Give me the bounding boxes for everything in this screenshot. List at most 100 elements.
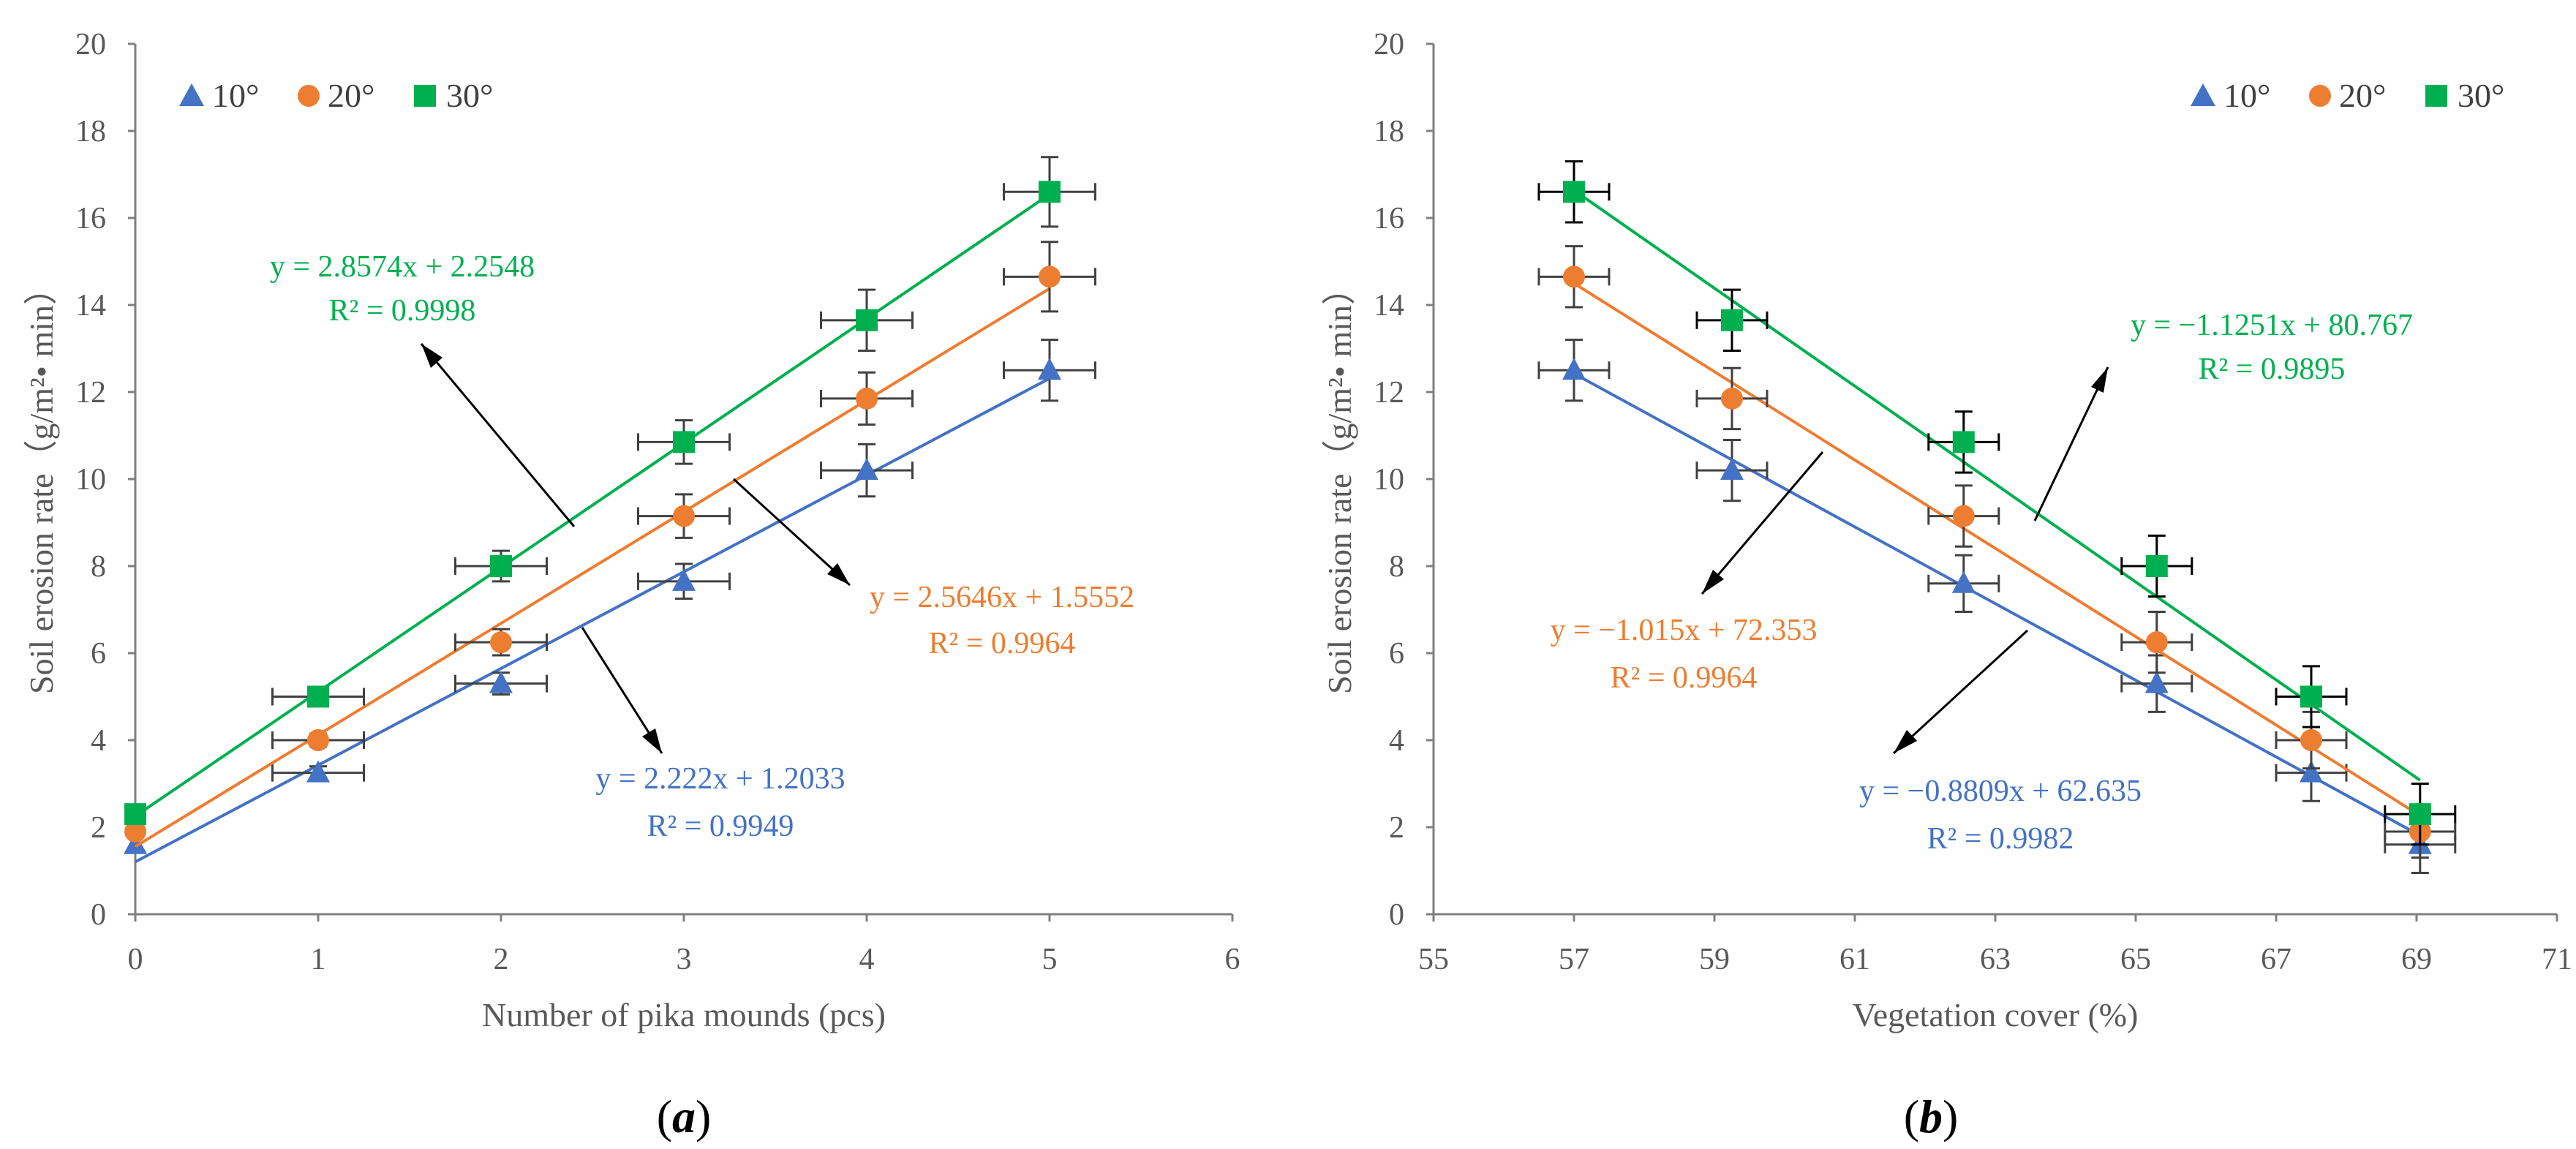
panel-a-point-s30 xyxy=(673,431,695,453)
panel-a-r2-10: R² = 0.9949 xyxy=(647,810,794,843)
panel-b-arrowhead-20-icon xyxy=(1702,570,1724,594)
panel-a-point-s10 xyxy=(124,832,147,854)
panel-b-arrow-20 xyxy=(1701,451,1824,595)
panel-b-legend-label-10: 10° xyxy=(2223,77,2270,114)
panel-b-r2-30: R² = 0.9895 xyxy=(2199,353,2346,386)
panel-a-ytick: 8 xyxy=(91,550,106,584)
panel-a-legend-label-30: 30° xyxy=(446,77,493,114)
panel-a-x-axis-title: Number of pika mounds (pcs) xyxy=(482,996,886,1033)
panel-a-point-s10 xyxy=(489,671,513,693)
panel-a-point-s20 xyxy=(307,729,329,751)
panel-b-xtick: 61 xyxy=(1839,943,1870,976)
panel-b-legend-label-20: 20° xyxy=(2339,77,2386,114)
panel-b-label-letter: b xyxy=(1919,1090,1943,1142)
panel-b-point-s20 xyxy=(1563,265,1585,288)
panel-b-r2-20: R² = 0.9964 xyxy=(1611,661,1758,695)
panel-b-xtick: 71 xyxy=(2542,943,2572,976)
panel-b-eq-30: y = −1.1251x + 80.767 xyxy=(2131,309,2413,342)
panel-a-legend-label-20: 20° xyxy=(328,77,374,114)
panel-a-xtick: 3 xyxy=(677,943,692,976)
panel-a-ytick: 18 xyxy=(75,115,106,148)
panel-a-point-s10 xyxy=(1038,358,1061,380)
panel-a-point-s30 xyxy=(1039,181,1061,203)
panel-a-ytick: 12 xyxy=(75,376,106,410)
panel-a-plot-area xyxy=(124,42,1234,922)
panel-b-ytick: 16 xyxy=(1374,202,1404,236)
panel-a-xtick: 0 xyxy=(128,943,143,976)
panel-a-fit-line-s10 xyxy=(135,377,1050,864)
panel-a-xtick: 6 xyxy=(1225,943,1240,976)
panel-b-point-s10 xyxy=(1720,458,1744,481)
panel-a-point-s20 xyxy=(673,505,695,527)
panel-a-point-s10 xyxy=(672,568,696,591)
panel-a-point-s20 xyxy=(490,631,512,654)
panel-b-ytick: 8 xyxy=(1389,550,1404,584)
panel-a-point-s30 xyxy=(856,309,878,331)
panel-b-x-ticks: 55 57 59 61 63 65 67 69 71 xyxy=(1418,943,2572,976)
panel-b-point-s30 xyxy=(2145,555,2168,577)
panel-b-ytick: 10 xyxy=(1374,463,1404,497)
panel-b-arrowhead-10-icon xyxy=(1894,730,1917,753)
panel-a-xtick: 2 xyxy=(494,943,509,976)
panel-b-x-axis-title: Vegetation cover (%) xyxy=(1853,996,2139,1033)
panel-a-arrow-10 xyxy=(581,627,663,754)
panel-a-eq-20: y = 2.5646x + 1.5552 xyxy=(870,581,1134,614)
panel-b-fit-line-s30 xyxy=(1573,189,2421,782)
panel-a-arrowhead-10-icon xyxy=(642,728,662,753)
panel-b-annotations: y = −1.1251x + 80.767 R² = 0.9895 y = −1… xyxy=(1550,309,2413,856)
panel-b-point-s20 xyxy=(2300,729,2322,751)
panel-b-point-s20 xyxy=(1952,505,1975,527)
panel-b-point-s10 xyxy=(2144,671,2169,693)
panel-b-ytick: 2 xyxy=(1389,811,1404,845)
panel-b-xtick: 59 xyxy=(1699,943,1730,976)
panel-b-ytick: 6 xyxy=(1389,637,1404,671)
panel-a-legend: 10° 20° 30° xyxy=(179,77,493,114)
panel-a-label: (a) xyxy=(657,1090,712,1142)
panel-b-label: (b) xyxy=(1904,1090,1959,1142)
panel-b-point-s20 xyxy=(1721,387,1743,410)
panel-a-xtick: 5 xyxy=(1042,943,1058,976)
panel-b-ytick: 20 xyxy=(1374,28,1404,61)
panel-a-ytick: 4 xyxy=(91,724,106,758)
panel-b-ytick: 4 xyxy=(1389,724,1404,758)
panel-a-fit-line-s30 xyxy=(134,193,1051,818)
panel-b-ytick: 14 xyxy=(1374,289,1404,323)
panel-a-y-ticks: 0 2 4 6 8 10 12 14 16 18 20 xyxy=(75,28,106,932)
panel-a-annotations: y = 2.8574x + 2.2548 R² = 0.9998 y = 2.5… xyxy=(270,250,1134,843)
panel-a-arrowhead-30-icon xyxy=(421,344,442,368)
panel-b-xtick: 67 xyxy=(2261,943,2291,976)
panel-a-point-s30 xyxy=(490,555,512,577)
legend-circle-marker-icon xyxy=(2309,85,2331,107)
panel-b-point-s20 xyxy=(2145,631,2168,654)
panel-b-xtick: 55 xyxy=(1418,943,1449,976)
panel-b-point-s10 xyxy=(2300,760,2323,783)
panel-b: 0 2 4 6 8 10 12 14 16 18 20 55 57 59 61 … xyxy=(1321,28,2572,1142)
legend-triangle-marker-icon xyxy=(179,83,204,106)
panel-b-y-ticks: 0 2 4 6 8 10 12 14 16 18 20 xyxy=(1374,28,1404,932)
panel-b-point-s30 xyxy=(1721,309,1743,331)
panel-a-xtick: 4 xyxy=(859,943,875,976)
panel-b-arrowhead-30-icon xyxy=(2091,367,2108,393)
panel-b-plot-area xyxy=(1426,42,2558,922)
legend-triangle-marker-icon xyxy=(2191,83,2215,106)
panel-a-point-s10 xyxy=(306,760,330,783)
panel-b-point-s10 xyxy=(1951,570,1976,593)
panel-b-xtick: 57 xyxy=(1559,943,1589,976)
panel-a-ytick: 16 xyxy=(75,202,106,236)
panel-a: 0 2 4 6 8 10 12 14 16 18 20 0 1 2 3 4 5 … xyxy=(23,28,1240,1142)
panel-b-y-axis-title: Soil erosion rate（g/m²• min） xyxy=(1321,271,1358,694)
panel-b-point-s30 xyxy=(1563,181,1585,203)
legend-circle-marker-icon xyxy=(298,85,320,107)
panel-b-ytick: 12 xyxy=(1374,376,1404,410)
panel-a-x-ticks: 0 1 2 3 4 5 6 xyxy=(128,943,1240,976)
panel-a-point-s20 xyxy=(124,820,146,843)
panel-b-arrow-10 xyxy=(1892,629,2029,755)
panel-a-arrowhead-20-icon xyxy=(827,563,850,585)
panel-a-point-s30 xyxy=(307,685,329,708)
legend-square-marker-icon xyxy=(2425,85,2447,107)
panel-b-point-s30 xyxy=(2409,803,2431,826)
panel-a-ytick: 2 xyxy=(91,811,106,845)
panel-a-y-axis-title: Soil erosion rate（g/m²• min） xyxy=(23,271,60,694)
panel-b-xtick: 69 xyxy=(2401,943,2432,976)
